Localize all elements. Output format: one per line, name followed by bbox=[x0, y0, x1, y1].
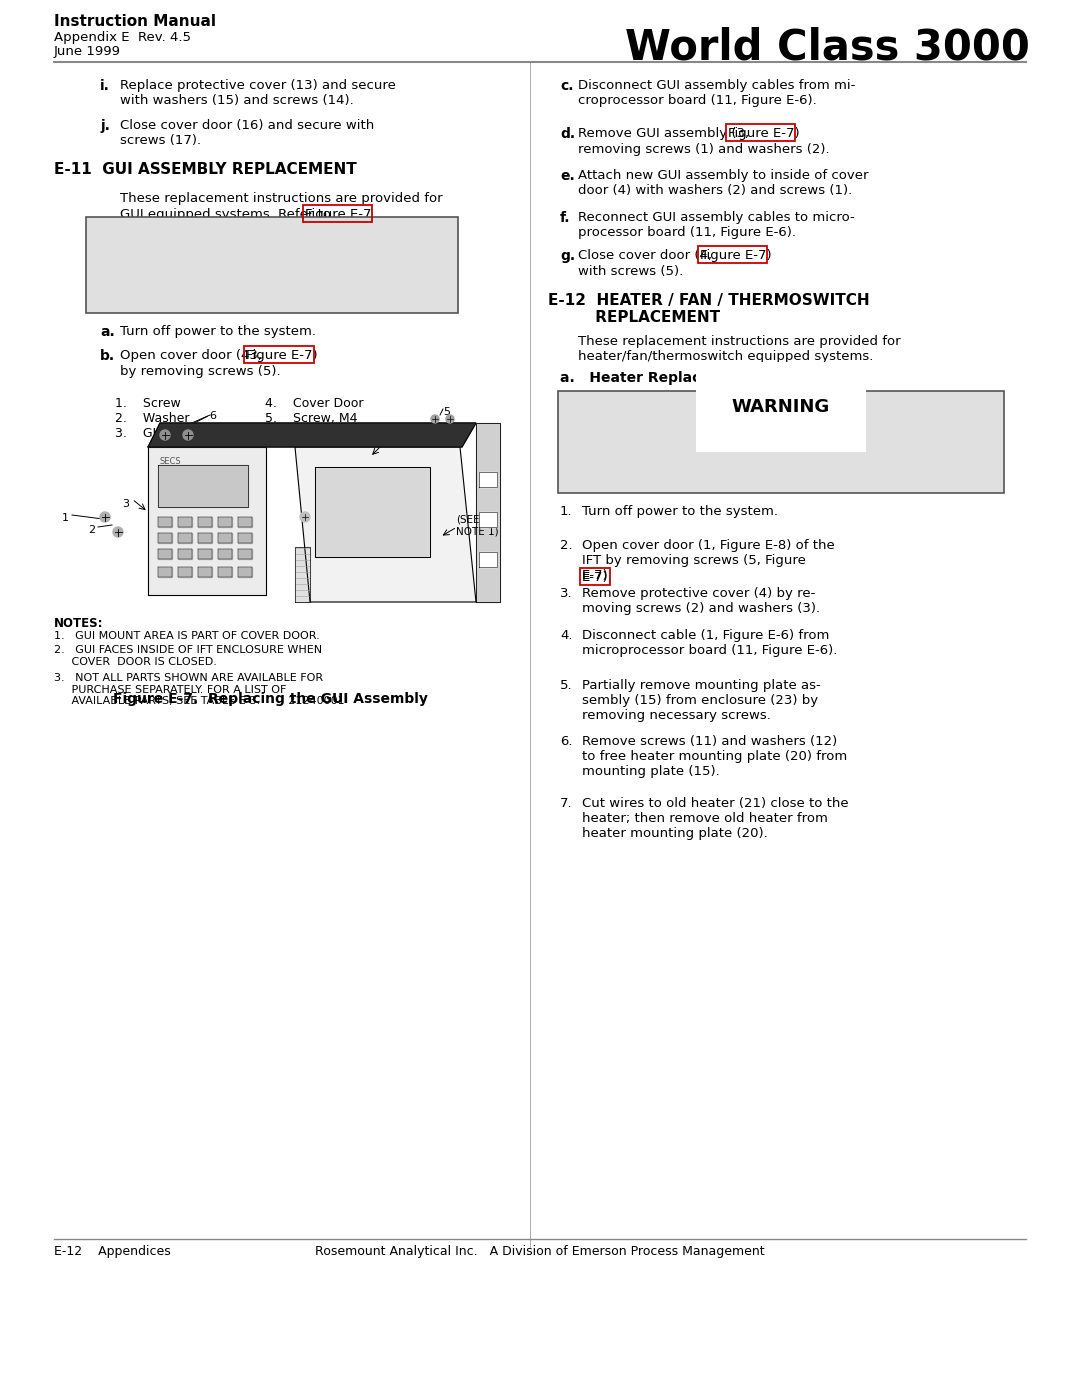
Text: 7.: 7. bbox=[561, 798, 572, 810]
Text: WARNING: WARNING bbox=[732, 398, 831, 416]
Text: GUI equipped systems. Refer to: GUI equipped systems. Refer to bbox=[120, 208, 335, 221]
Text: 5: 5 bbox=[443, 407, 450, 416]
Text: with screws (5).: with screws (5). bbox=[578, 265, 684, 278]
Polygon shape bbox=[198, 534, 212, 543]
Text: 3: 3 bbox=[122, 499, 129, 509]
Text: Figure E-7): Figure E-7) bbox=[728, 127, 799, 140]
Polygon shape bbox=[295, 447, 476, 602]
Text: E-12  HEATER / FAN / THERMOSWITCH: E-12 HEATER / FAN / THERMOSWITCH bbox=[548, 293, 869, 307]
Polygon shape bbox=[480, 472, 497, 488]
Circle shape bbox=[100, 511, 110, 522]
Text: 5.    Screw, M4: 5. Screw, M4 bbox=[265, 412, 357, 425]
Text: SECS: SECS bbox=[160, 457, 181, 467]
Polygon shape bbox=[158, 534, 172, 543]
Text: i.: i. bbox=[100, 80, 110, 94]
FancyBboxPatch shape bbox=[558, 391, 1004, 493]
Polygon shape bbox=[480, 511, 497, 527]
Text: Instruction Manual: Instruction Manual bbox=[54, 14, 216, 29]
Text: 2.: 2. bbox=[561, 539, 572, 552]
Text: Turn off power to the system.: Turn off power to the system. bbox=[120, 326, 316, 338]
Polygon shape bbox=[198, 517, 212, 527]
Text: Disconnect GUI assembly cables from mi-
croprocessor board (11, Figure E-6).: Disconnect GUI assembly cables from mi- … bbox=[578, 80, 855, 108]
Text: 4: 4 bbox=[384, 439, 392, 448]
Text: 4.: 4. bbox=[561, 629, 572, 643]
Polygon shape bbox=[218, 567, 232, 577]
Circle shape bbox=[431, 415, 438, 423]
Text: 1: 1 bbox=[62, 513, 69, 522]
Polygon shape bbox=[476, 423, 500, 602]
Polygon shape bbox=[158, 567, 172, 577]
Text: NOTE 1): NOTE 1) bbox=[456, 527, 499, 536]
Polygon shape bbox=[178, 567, 192, 577]
Text: Cut wires to old heater (21) close to the
heater; then remove old heater from
he: Cut wires to old heater (21) close to th… bbox=[582, 798, 849, 840]
Polygon shape bbox=[178, 517, 192, 527]
Text: Close cover door (4,: Close cover door (4, bbox=[578, 249, 716, 263]
Text: 3.: 3. bbox=[561, 587, 572, 599]
Text: World Class 3000: World Class 3000 bbox=[625, 27, 1030, 68]
Text: 1.: 1. bbox=[561, 504, 572, 518]
Circle shape bbox=[300, 511, 310, 522]
Text: Figure E-7.  Replacing the GUI Assembly: Figure E-7. Replacing the GUI Assembly bbox=[112, 692, 428, 705]
Text: Open cover door (43,: Open cover door (43, bbox=[120, 349, 267, 362]
Text: Close cover door (16) and secure with
screws (17).: Close cover door (16) and secure with sc… bbox=[120, 119, 375, 147]
Polygon shape bbox=[238, 517, 252, 527]
Text: REPLACEMENT: REPLACEMENT bbox=[548, 310, 720, 326]
FancyBboxPatch shape bbox=[86, 217, 458, 313]
Text: 5.: 5. bbox=[561, 679, 572, 692]
Polygon shape bbox=[218, 549, 232, 559]
Polygon shape bbox=[148, 447, 266, 595]
Polygon shape bbox=[178, 534, 192, 543]
Polygon shape bbox=[238, 549, 252, 559]
Text: by removing screws (5).: by removing screws (5). bbox=[120, 365, 281, 379]
Text: Figure E-7): Figure E-7) bbox=[700, 249, 771, 263]
Polygon shape bbox=[158, 549, 172, 559]
Text: Attach new GUI assembly to inside of cover
door (4) with washers (2) and screws : Attach new GUI assembly to inside of cov… bbox=[578, 169, 868, 197]
Text: a.: a. bbox=[100, 326, 114, 339]
Text: 2.   GUI FACES INSIDE OF IFT ENCLOSURE WHEN
     COVER  DOOR IS CLOSED.: 2. GUI FACES INSIDE OF IFT ENCLOSURE WHE… bbox=[54, 645, 322, 666]
Text: 1.    Screw: 1. Screw bbox=[114, 397, 180, 409]
Text: 3.    GUI Assembly: 3. GUI Assembly bbox=[114, 427, 229, 440]
Text: Remove screws (11) and washers (12)
to free heater mounting plate (20) from
moun: Remove screws (11) and washers (12) to f… bbox=[582, 735, 847, 778]
Text: E-12    Appendices: E-12 Appendices bbox=[54, 1245, 171, 1259]
Text: b.: b. bbox=[100, 349, 116, 363]
Circle shape bbox=[183, 430, 193, 440]
Text: 2.    Washer: 2. Washer bbox=[114, 412, 189, 425]
Circle shape bbox=[446, 415, 454, 423]
Polygon shape bbox=[218, 534, 232, 543]
Text: (SEE: (SEE bbox=[456, 515, 480, 525]
Text: j.: j. bbox=[100, 119, 110, 133]
Polygon shape bbox=[218, 517, 232, 527]
Text: June 1999: June 1999 bbox=[54, 45, 121, 59]
Polygon shape bbox=[158, 517, 172, 527]
Polygon shape bbox=[295, 548, 310, 602]
Text: Replace protective cover (13) and secure
with washers (15) and screws (14).: Replace protective cover (13) and secure… bbox=[120, 80, 396, 108]
Polygon shape bbox=[238, 534, 252, 543]
Text: c.: c. bbox=[561, 80, 573, 94]
Circle shape bbox=[160, 430, 170, 440]
Text: 4.    Cover Door: 4. Cover Door bbox=[265, 397, 364, 409]
Text: These replacement instructions are provided for: These replacement instructions are provi… bbox=[120, 191, 443, 205]
Text: Rosemount Analytical Inc.   A Division of Emerson Process Management: Rosemount Analytical Inc. A Division of … bbox=[315, 1245, 765, 1259]
Text: Remove GUI assembly (3,: Remove GUI assembly (3, bbox=[578, 127, 754, 140]
Circle shape bbox=[113, 527, 123, 536]
Text: Disconnect cable (1, Figure E-6) from
microprocessor board (11, Figure E-6).: Disconnect cable (1, Figure E-6) from mi… bbox=[582, 629, 837, 657]
Text: E-11  GUI ASSEMBLY REPLACEMENT: E-11 GUI ASSEMBLY REPLACEMENT bbox=[54, 162, 356, 177]
Polygon shape bbox=[198, 567, 212, 577]
Text: 1.   GUI MOUNT AREA IS PART OF COVER DOOR.: 1. GUI MOUNT AREA IS PART OF COVER DOOR. bbox=[54, 631, 320, 641]
Text: Disconnect and lock out power before
working on any electrical components.
There: Disconnect and lock out power before wor… bbox=[568, 420, 859, 479]
Text: 6.    O-Ring: 6. O-Ring bbox=[265, 427, 336, 440]
Text: Remove protective cover (4) by re-
moving screws (2) and washers (3).: Remove protective cover (4) by re- movin… bbox=[582, 587, 820, 615]
Text: removing screws (1) and washers (2).: removing screws (1) and washers (2). bbox=[578, 142, 829, 156]
Text: a.   Heater Replacement: a. Heater Replacement bbox=[561, 372, 751, 386]
Text: 6.: 6. bbox=[561, 735, 572, 747]
Text: Figure E-7: Figure E-7 bbox=[305, 208, 372, 221]
Polygon shape bbox=[238, 567, 252, 577]
Text: f.: f. bbox=[561, 211, 570, 225]
Text: Disconnect and lock out power before
working on any electrical components.
There: Disconnect and lock out power before wor… bbox=[96, 244, 387, 303]
Polygon shape bbox=[198, 549, 212, 559]
Polygon shape bbox=[480, 552, 497, 567]
Text: 6: 6 bbox=[210, 411, 216, 420]
Text: NOTES:: NOTES: bbox=[54, 617, 104, 630]
Text: Appendix E  Rev. 4.5: Appendix E Rev. 4.5 bbox=[54, 31, 191, 43]
Text: g.: g. bbox=[561, 249, 576, 263]
